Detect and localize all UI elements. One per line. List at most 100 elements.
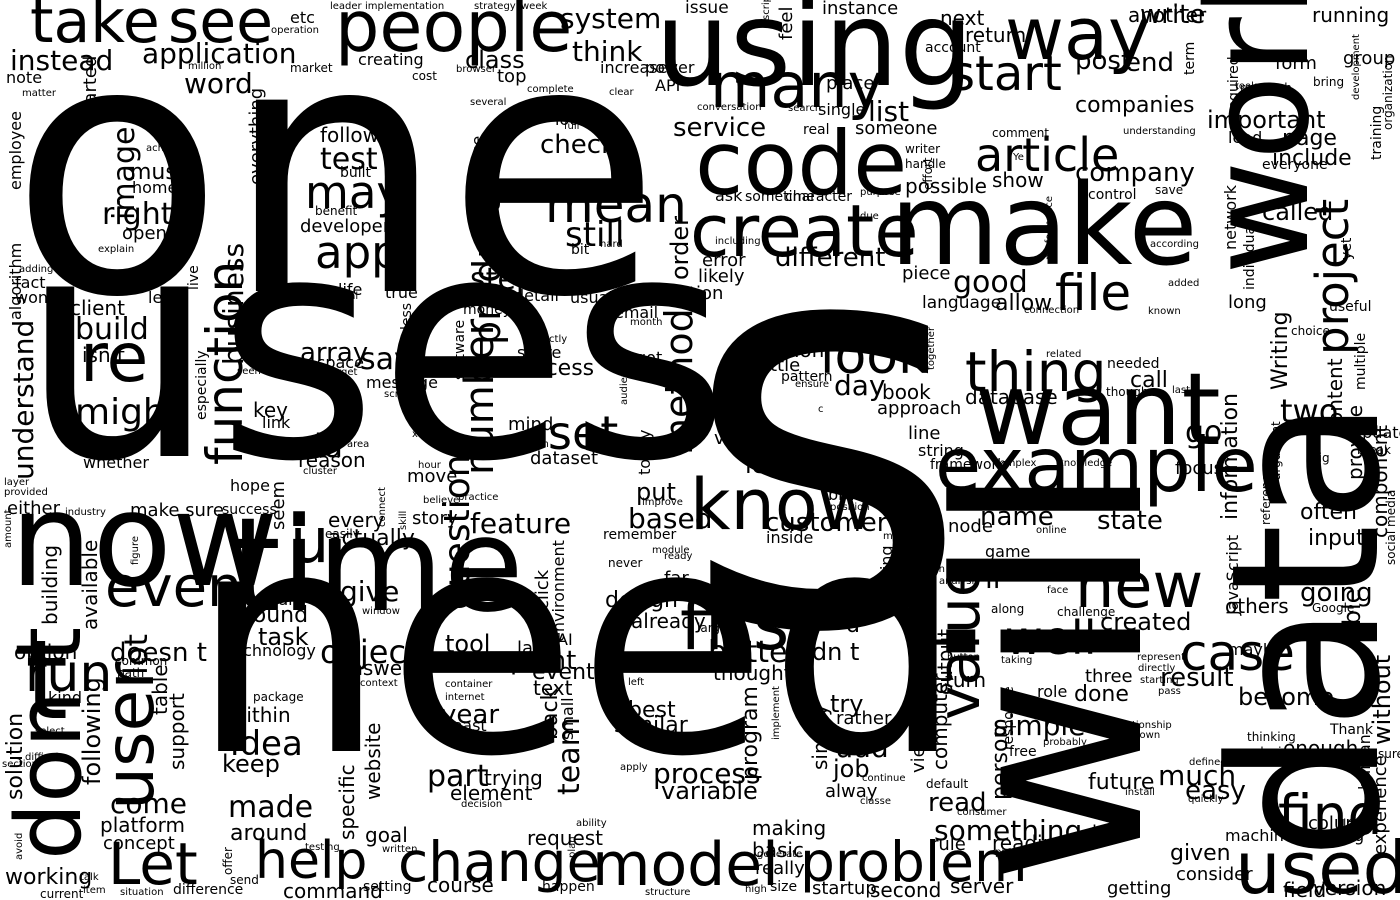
word-container: container (445, 679, 493, 690)
word-less: less (399, 302, 415, 330)
word-operation: operation (271, 25, 320, 36)
word-system: system (560, 2, 662, 35)
word-d: d (846, 613, 860, 638)
word-million: million (188, 61, 222, 72)
word-level: level (148, 288, 187, 307)
word-try: try (830, 690, 864, 718)
word-website: website (361, 722, 385, 800)
word-others: others (1225, 594, 1289, 618)
word-consumer: consumer (957, 807, 1007, 818)
word-build: build (75, 312, 149, 347)
word-simply: simply (808, 704, 832, 770)
word-moment: moment (1298, 572, 1341, 583)
word-useful: useful (1329, 299, 1372, 315)
word-concept: concept (103, 833, 175, 854)
word-startup: startup (812, 878, 877, 899)
word-audience: audience (619, 359, 630, 405)
word-either: either (7, 498, 61, 519)
word-provided: provided (4, 487, 48, 498)
word-online: online (1036, 525, 1067, 536)
word-multiple: multiple (1353, 332, 1369, 390)
word-leader: leader (330, 1, 362, 12)
word-show: show (992, 168, 1044, 192)
word-developer: developer (300, 216, 391, 237)
word-future: future (1088, 770, 1155, 795)
word-t-big: t (25, 616, 69, 744)
word-think: think (572, 35, 643, 68)
word-javascript: JavaScript (1223, 534, 1242, 615)
word-several: several (470, 97, 507, 108)
word-everything: everything (246, 87, 267, 185)
word-another: another (1128, 3, 1207, 27)
word-position: position (830, 502, 870, 513)
word-instance: instance (822, 0, 899, 19)
word-wanted: wanted (790, 460, 850, 479)
word-call: call (1130, 368, 1168, 393)
word-choose: choose (727, 588, 791, 609)
word-live: live (186, 265, 202, 290)
word-home: home (132, 178, 178, 197)
word-look: look (820, 326, 929, 386)
word-layer: layer (4, 477, 30, 488)
word-starting: starting (1140, 675, 1179, 686)
word-x-small: x (412, 429, 418, 440)
word-mean: mean (545, 176, 687, 234)
word-computer: computer (928, 673, 952, 770)
word-thought: thought (713, 661, 792, 685)
word-continue: continue (862, 773, 906, 784)
word-help: help (255, 831, 368, 891)
word-power: power (645, 58, 695, 77)
word-method: method (657, 308, 701, 455)
word-true: true (385, 283, 418, 302)
word-variable: variable (661, 777, 758, 805)
word-service: service (673, 113, 767, 143)
word-decision: decision (461, 799, 503, 810)
word-difficult: difficult (25, 752, 63, 763)
word-save: save (1155, 183, 1184, 197)
word-related: related (1046, 349, 1082, 360)
word-finally: Finally (963, 561, 1008, 577)
word-read: read (928, 788, 987, 818)
word-end: end (1125, 48, 1174, 78)
word-day: day (834, 369, 886, 402)
word-week: week (521, 1, 548, 12)
word-thank: Thank (1330, 722, 1373, 738)
word-pass: pass (1158, 686, 1181, 697)
word-make: make (890, 161, 1198, 291)
word-tutorial: tutorial (322, 291, 359, 302)
word-book: book (882, 380, 931, 404)
word-information: information (1218, 393, 1243, 520)
word-part: part (427, 759, 489, 794)
word-important: important (1207, 106, 1326, 134)
word-success: success (222, 502, 277, 518)
word-defined: defined (1189, 757, 1227, 768)
word-know: know (690, 464, 875, 546)
word-context: context (360, 678, 398, 689)
word-ai: AI (557, 630, 573, 649)
word-connect: connect (377, 487, 388, 527)
word-script: script (761, 0, 772, 20)
word-bit: bit (571, 242, 590, 258)
word-api: API (655, 76, 681, 95)
word-role: role (1037, 682, 1068, 701)
word-form: form (1275, 53, 1317, 74)
word-knowledge: knowledge (1058, 458, 1113, 469)
word-change: change (398, 830, 601, 894)
word-package: package (253, 690, 304, 704)
word-social-media: social media (1384, 489, 1398, 565)
word-string: string (918, 441, 964, 460)
word-usually: usually (570, 288, 627, 307)
word-add: add (836, 731, 889, 764)
word-full: full (564, 121, 580, 132)
word-ll: ll (985, 562, 1001, 595)
word-human: human (1355, 734, 1374, 790)
word-say: say (360, 342, 412, 377)
word-performance: performance (1044, 195, 1055, 260)
word-learn: learn (745, 451, 806, 479)
word-many: many (710, 49, 885, 122)
word-connection: connection (1024, 305, 1080, 316)
word-reason: reason (298, 448, 366, 472)
word-time: time (230, 489, 524, 641)
word-task: task (258, 623, 309, 651)
